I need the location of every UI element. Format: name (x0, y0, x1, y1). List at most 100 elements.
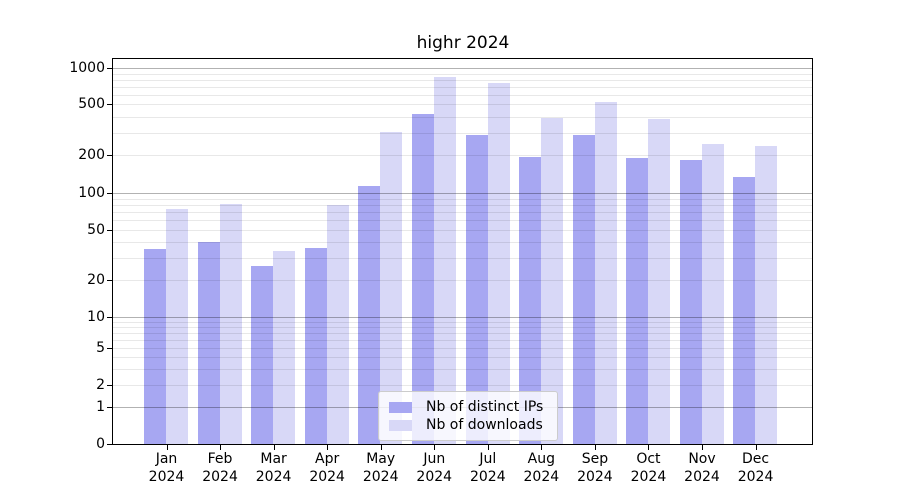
y-grid-minor (113, 339, 812, 341)
bar-downloads-sep (594, 101, 617, 444)
y-grid-minor (113, 86, 812, 88)
y-tick-mark (107, 316, 112, 318)
legend-swatch-distinct-ips (389, 401, 412, 413)
legend-item-distinct-ips: Nb of distinct IPs (389, 398, 547, 416)
y-grid-minor (113, 332, 812, 334)
x-tick-mark (166, 445, 168, 450)
x-tick-label: Nov 2024 (670, 450, 734, 486)
x-tick-month: May (366, 451, 396, 467)
x-tick-mark (273, 445, 275, 450)
x-tick-label: Feb 2024 (188, 450, 252, 486)
bar-downloads-nov (701, 143, 724, 444)
y-grid-minor (113, 326, 812, 328)
x-tick-month: Jul (479, 451, 497, 467)
y-grid-minor (113, 104, 812, 106)
bar-distinct-ips-jul (465, 135, 488, 444)
y-grid-minor (113, 155, 812, 156)
x-tick-year: 2024 (148, 469, 185, 485)
x-tick-mark (220, 445, 222, 450)
x-tick-label: May 2024 (349, 450, 413, 486)
y-grid-minor (113, 357, 812, 359)
bar-distinct-ips-aug (519, 156, 542, 444)
bar-distinct-ips-mar (251, 265, 274, 444)
x-tick-year: 2024 (737, 469, 774, 485)
x-tick-label: Jul 2024 (456, 450, 520, 486)
y-grid-minor (113, 198, 812, 200)
y-tick-label: 50 (87, 222, 105, 238)
y-grid-major (113, 68, 812, 70)
y-tick-mark (107, 104, 112, 106)
x-tick-label: Apr 2024 (295, 450, 359, 486)
x-tick-mark (702, 445, 703, 450)
bar-downloads-jan (166, 208, 189, 444)
bar-downloads-mar (273, 251, 296, 444)
bar-downloads-jun (434, 76, 456, 444)
y-tick-label: 100 (78, 185, 105, 202)
y-tick-mark (107, 155, 112, 156)
x-tick-label: Mar 2024 (242, 450, 306, 486)
x-tick-month: Sep (581, 451, 609, 467)
x-tick-month: Feb (207, 451, 233, 467)
y-grid-minor (113, 116, 812, 118)
y-grid-minor (113, 280, 812, 281)
x-tick-month: Nov (688, 451, 716, 467)
x-tick-label: Sep 2024 (563, 450, 627, 486)
y-tick-label: 200 (78, 147, 105, 163)
y-tick-mark (107, 193, 112, 195)
bar-distinct-ips-oct (626, 158, 649, 444)
y-grid-minor (113, 220, 812, 222)
y-tick-label: 5 (96, 340, 105, 357)
bar-downloads-oct (648, 118, 671, 444)
y-grid-minor (113, 230, 812, 231)
y-tick-label: 1000 (69, 60, 105, 77)
bar-distinct-ips-jun (412, 113, 434, 444)
x-tick-label: Jun 2024 (402, 450, 466, 486)
x-tick-year: 2024 (630, 469, 667, 485)
y-tick-mark (107, 280, 112, 281)
y-tick-mark (107, 406, 112, 408)
x-tick-month: Jun (423, 451, 446, 467)
x-tick-month: Apr (315, 451, 340, 467)
x-tick-month: Jan (155, 451, 178, 467)
bar-distinct-ips-may (358, 186, 381, 444)
chart-title: highr 2024 (416, 33, 510, 53)
x-tick-year: 2024 (523, 469, 560, 485)
y-tick-label: 1 (96, 398, 105, 415)
bar-distinct-ips-feb (197, 242, 220, 444)
x-tick-label: Dec 2024 (724, 450, 788, 486)
legend-label-downloads: Nb of downloads (426, 417, 543, 433)
y-grid-minor (113, 132, 812, 134)
y-grid-minor (113, 348, 812, 350)
x-tick-year: 2024 (469, 469, 506, 485)
y-grid-minor (113, 368, 812, 370)
y-grid-minor (113, 79, 812, 81)
bar-downloads-dec (755, 145, 778, 444)
x-tick-year: 2024 (684, 469, 720, 485)
x-tick-mark (755, 445, 757, 450)
y-tick-mark (107, 385, 112, 386)
x-tick-month: Dec (742, 451, 770, 467)
x-tick-year: 2024 (202, 469, 238, 485)
x-tick-mark (327, 445, 329, 450)
x-tick-label: Jan 2024 (135, 450, 199, 486)
bar-downloads-feb (219, 204, 242, 444)
legend-label-distinct-ips: Nb of distinct IPs (426, 399, 544, 415)
x-tick-mark (487, 445, 489, 450)
y-tick-label: 10 (87, 308, 105, 325)
y-grid-minor (113, 321, 812, 323)
legend-swatch-downloads (389, 419, 412, 431)
y-grid-minor (113, 73, 812, 75)
y-grid-major (113, 316, 812, 318)
x-tick-label: Aug 2024 (509, 450, 573, 486)
bar-distinct-ips-jan (144, 249, 167, 444)
bar-distinct-ips-apr (304, 247, 327, 444)
x-tick-year: 2024 (309, 469, 345, 485)
x-tick-mark (380, 445, 382, 450)
legend-item-downloads: Nb of downloads (389, 416, 547, 434)
x-tick-month: Oct (636, 451, 661, 467)
x-tick-mark (434, 445, 436, 450)
y-tick-label: 20 (87, 272, 105, 288)
x-tick-mark (541, 445, 543, 450)
y-grid-minor (113, 205, 812, 207)
plot-area (113, 59, 812, 444)
